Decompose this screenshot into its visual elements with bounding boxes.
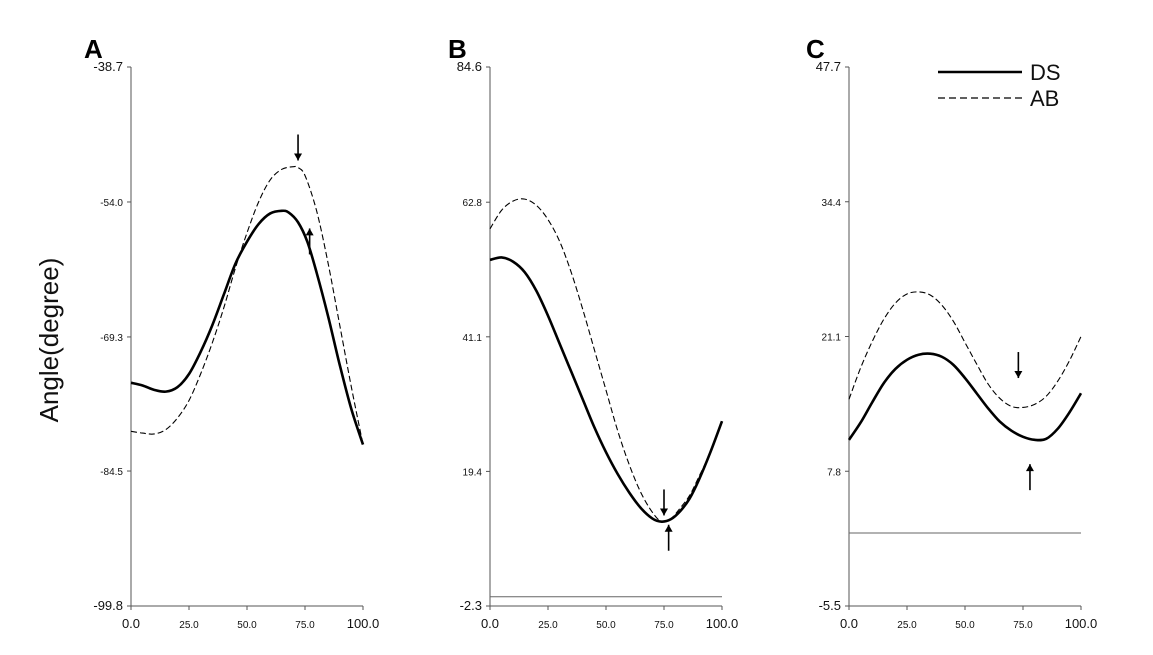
panel-b-arrows xyxy=(660,489,673,551)
legend: DS AB xyxy=(938,60,1061,111)
panel-a-series-ds-line xyxy=(130,209,365,445)
legend-label-ab: AB xyxy=(1030,86,1059,111)
panel-b-x-tick-label: 100.0 xyxy=(706,616,739,631)
panel-b-series-ab-line xyxy=(489,198,723,523)
panel-b-x-tick-label: 0.0 xyxy=(481,616,499,631)
panel-c-x-tick-label: 50.0 xyxy=(955,620,975,631)
panel-b-series-ds-line xyxy=(489,256,724,523)
panel-a-y-tick-label: -69.3 xyxy=(100,333,123,344)
panel-c-arrow-up-icon xyxy=(1025,464,1034,472)
panel-c-x-tick-label: 75.0 xyxy=(1013,620,1033,631)
y-axis-label: Angle(degree) xyxy=(34,258,64,423)
panel-a-axes: -38.7 -54.0 -69.3 -84.5 -99.8 0.0 25.0 50.0 75.0… xyxy=(93,59,379,631)
panel-label-c: C xyxy=(806,34,825,64)
panel-a-y-tick-label: -54.0 xyxy=(100,198,123,209)
panel-b-series xyxy=(489,198,724,523)
panel-b-y-tick-label: 62.8 xyxy=(463,198,483,209)
panel-a-series-ab-line xyxy=(130,165,364,445)
panel-a-y-tick-label: -99.8 xyxy=(93,598,123,613)
panel-c-y-tick-label: 34.4 xyxy=(822,198,842,209)
panel-b: B 84.6 62.8 41.1 19.4 -2.3 0.0 25.0 50.0 75.0 100… xyxy=(448,34,738,631)
panel-c-y-tick-label: -5.5 xyxy=(819,598,841,613)
panel-a-arrow-up-icon xyxy=(305,228,314,236)
panel-c-x-tick-label: 0.0 xyxy=(840,616,858,631)
panel-a-x-tick-label: 25.0 xyxy=(179,620,199,631)
panel-b-arrow-up-icon xyxy=(664,524,673,532)
panel-a-x-tick-label: 100.0 xyxy=(347,616,380,631)
panel-c-arrow-down-icon xyxy=(1014,371,1023,379)
panel-c-series-ds-line xyxy=(847,352,1083,442)
panel-b-x-tick-label: 75.0 xyxy=(654,620,674,631)
panel-c-series xyxy=(847,291,1083,442)
panel-b-y-tick-label: 41.1 xyxy=(463,333,483,344)
panel-c-axes: 47.7 34.4 21.1 7.8 -5.5 0.0 25.0 50.0 75.0 100.0 xyxy=(816,59,1098,631)
panel-a-x-tick-label: 50.0 xyxy=(237,620,257,631)
panel-c-y-tick-label: 47.7 xyxy=(816,59,841,74)
panel-c-series-ab-line xyxy=(848,291,1082,409)
panel-c-y-tick-label: 7.8 xyxy=(827,467,841,478)
panel-c-arrows xyxy=(1014,352,1034,491)
panel-b-y-tick-label: 84.6 xyxy=(457,59,482,74)
panel-c: C 47.7 34.4 21.1 7.8 -5.5 0.0 25.0 50.0 75.0 100.… xyxy=(806,34,1097,631)
panel-a-y-tick-label: -38.7 xyxy=(93,59,123,74)
panel-b-x-tick-label: 25.0 xyxy=(538,620,558,631)
panel-label-b: B xyxy=(448,34,467,64)
panel-a-series xyxy=(130,165,365,445)
panel-b-arrow-down-icon xyxy=(660,508,668,516)
panel-c-x-tick-label: 25.0 xyxy=(897,620,917,631)
panel-b-y-tick-label: 19.4 xyxy=(463,467,483,478)
legend-label-ds: DS xyxy=(1030,60,1061,85)
panel-c-y-tick-label: 21.1 xyxy=(822,333,842,344)
panel-label-a: A xyxy=(84,34,103,64)
panel-b-x-tick-label: 50.0 xyxy=(596,620,616,631)
panel-a-y-tick-label: -84.5 xyxy=(100,467,123,478)
panel-a-x-tick-label: 75.0 xyxy=(295,620,315,631)
panel-a: A -38.7 -54.0 -69.3 -84.5 -99.8 0.0 25.0 50.0 75… xyxy=(84,34,379,631)
panel-b-y-tick-label: -2.3 xyxy=(460,598,482,613)
panel-a-x-tick-label: 0.0 xyxy=(122,616,140,631)
panel-c-x-tick-label: 100.0 xyxy=(1065,616,1098,631)
panel-a-arrow-down-icon xyxy=(294,153,303,161)
panel-b-axes: 84.6 62.8 41.1 19.4 -2.3 0.0 25.0 50.0 75.0 100.0 xyxy=(457,59,739,631)
panel-a-arrows xyxy=(294,134,314,255)
